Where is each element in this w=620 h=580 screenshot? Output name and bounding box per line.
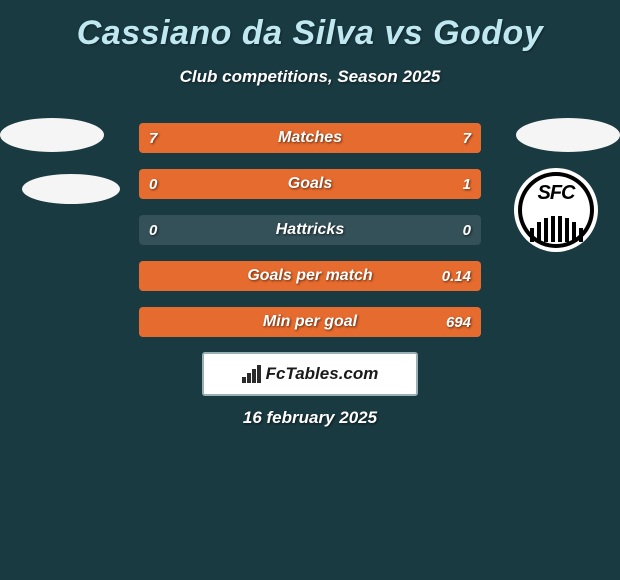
- stat-value-left: 0: [139, 169, 167, 199]
- stat-value-right: 0: [453, 215, 481, 245]
- date-label: 16 february 2025: [0, 408, 620, 428]
- player1-badges: [0, 118, 120, 226]
- stat-row: Matches7 7: [139, 123, 481, 153]
- stat-label: Min per goal: [139, 307, 481, 337]
- stat-row: Goals0 1: [139, 169, 481, 199]
- stat-value-right: 1: [453, 169, 481, 199]
- brand-box[interactable]: FcTables.com: [202, 352, 418, 396]
- page-title: Cassiano da Silva vs Godoy: [0, 0, 620, 53]
- brand-label: FcTables.com: [266, 364, 379, 384]
- stat-label: Matches: [139, 123, 481, 153]
- player2-badges: SFC: [506, 118, 620, 254]
- stat-value-left: 0: [139, 215, 167, 245]
- stat-value-right: 694: [436, 307, 481, 337]
- stats-bars: Matches77Goals01Hattricks00Goals per mat…: [139, 123, 481, 353]
- fctables-logo-icon: [242, 365, 262, 383]
- player2-badge-1: [516, 118, 620, 152]
- santos-fc-text: SFC: [514, 182, 598, 205]
- player1-badge-1: [0, 118, 104, 152]
- stat-label: Hattricks: [139, 215, 481, 245]
- stat-row: Goals per match0.14: [139, 261, 481, 291]
- stat-row: Min per goal694: [139, 307, 481, 337]
- stat-value-left: 7: [139, 123, 167, 153]
- stat-label: Goals: [139, 169, 481, 199]
- player1-badge-2: [22, 174, 120, 204]
- stat-label: Goals per match: [139, 261, 481, 291]
- subtitle: Club competitions, Season 2025: [0, 67, 620, 87]
- stat-value-left: [139, 307, 159, 337]
- stat-value-right: 0.14: [432, 261, 481, 291]
- stat-value-left: [139, 261, 159, 291]
- stat-value-right: 7: [453, 123, 481, 153]
- santos-fc-badge: SFC: [506, 168, 606, 254]
- stat-row: Hattricks0 0: [139, 215, 481, 245]
